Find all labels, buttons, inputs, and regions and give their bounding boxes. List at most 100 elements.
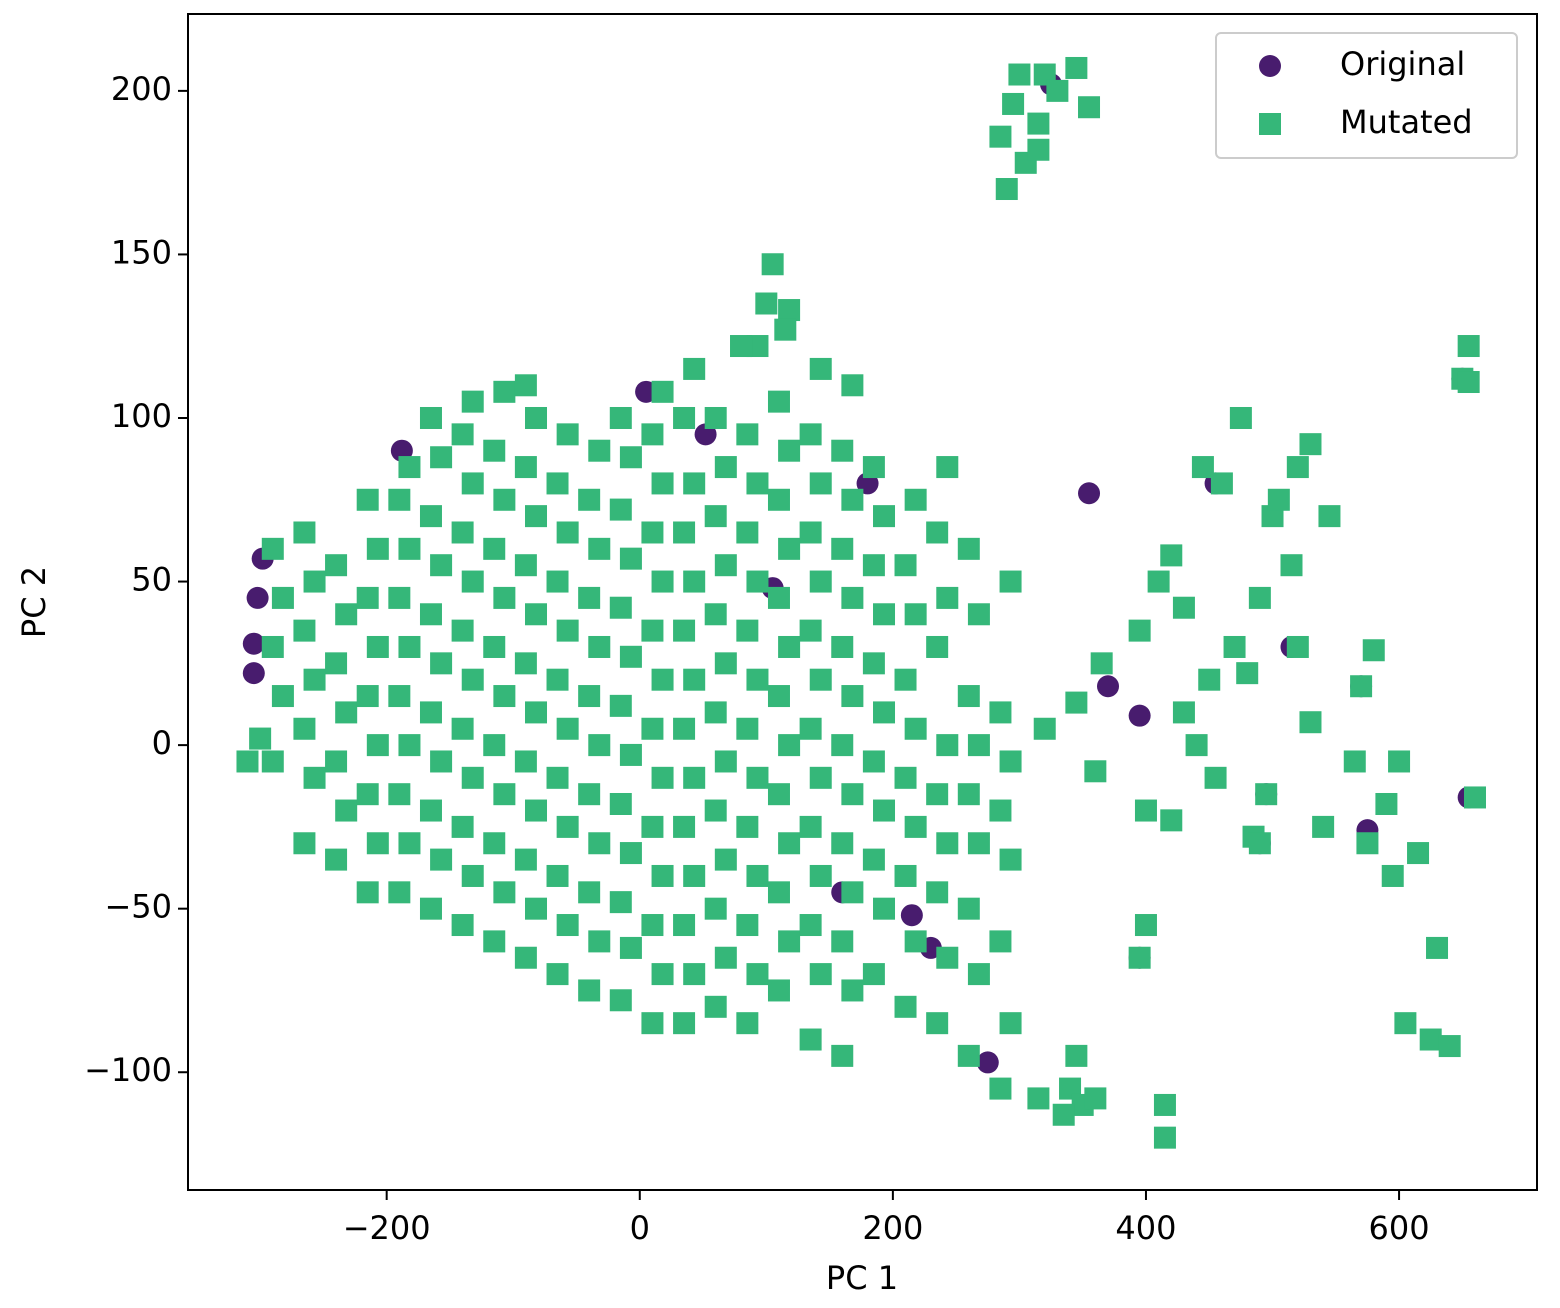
point — [619, 645, 642, 668]
point — [755, 292, 778, 315]
point — [831, 832, 854, 855]
point — [366, 832, 389, 855]
point — [398, 734, 421, 757]
point — [967, 963, 990, 986]
point — [493, 380, 516, 403]
point — [461, 472, 484, 495]
point — [831, 1044, 854, 1067]
point — [1236, 662, 1259, 685]
point — [841, 783, 864, 806]
point — [926, 783, 949, 806]
point — [546, 570, 569, 593]
point — [514, 848, 537, 871]
point — [335, 603, 358, 626]
point — [714, 554, 737, 577]
point — [841, 586, 864, 609]
point — [461, 864, 484, 887]
point — [588, 832, 611, 855]
point — [261, 750, 284, 773]
point — [957, 897, 980, 920]
point — [388, 783, 411, 806]
point — [651, 668, 674, 691]
point — [1134, 914, 1157, 937]
point — [388, 488, 411, 511]
y-tick-label: 50 — [131, 561, 172, 599]
legend-marker — [1259, 55, 1281, 77]
plot-frame — [187, 13, 1538, 1191]
point — [261, 537, 284, 560]
point — [1002, 92, 1025, 115]
point — [926, 521, 949, 544]
point — [525, 505, 548, 528]
point — [242, 662, 265, 685]
point — [514, 946, 537, 969]
point — [619, 936, 642, 959]
point — [325, 652, 348, 675]
x-tick-label: −200 — [343, 1209, 431, 1247]
point — [1128, 704, 1151, 727]
point — [588, 635, 611, 658]
point — [641, 521, 664, 544]
point — [556, 521, 579, 544]
point — [1160, 544, 1183, 567]
point — [999, 750, 1022, 773]
point — [325, 750, 348, 773]
point — [873, 897, 896, 920]
point — [483, 537, 506, 560]
point — [967, 734, 990, 757]
point — [989, 799, 1012, 822]
point — [514, 456, 537, 479]
point — [419, 799, 442, 822]
point — [746, 864, 769, 887]
point — [767, 488, 790, 511]
point — [430, 554, 453, 577]
point — [483, 635, 506, 658]
point — [419, 701, 442, 724]
point — [461, 570, 484, 593]
point — [1255, 783, 1278, 806]
point — [957, 537, 980, 560]
legend-label: Mutated — [1340, 103, 1473, 141]
point — [398, 832, 421, 855]
point — [809, 668, 832, 691]
point — [641, 423, 664, 446]
point — [1065, 56, 1088, 79]
point — [493, 586, 516, 609]
point — [778, 734, 801, 757]
y-axis-label: PC 2 — [15, 566, 53, 638]
point — [1223, 635, 1246, 658]
point — [1065, 1044, 1088, 1067]
point — [774, 318, 797, 341]
point — [873, 799, 896, 822]
point — [483, 734, 506, 757]
point — [936, 734, 959, 757]
point — [673, 914, 696, 937]
point — [1280, 554, 1303, 577]
point — [483, 930, 506, 953]
point — [904, 488, 927, 511]
point — [514, 374, 537, 397]
point — [271, 586, 294, 609]
point — [746, 963, 769, 986]
point — [525, 406, 548, 429]
point — [1128, 946, 1151, 969]
point — [799, 815, 822, 838]
point — [999, 1012, 1022, 1035]
point — [862, 750, 885, 773]
point — [683, 963, 706, 986]
point — [325, 554, 348, 577]
point — [356, 586, 379, 609]
point — [578, 488, 601, 511]
point — [989, 1077, 1012, 1100]
point — [546, 766, 569, 789]
point — [1065, 691, 1088, 714]
point — [1394, 1012, 1417, 1035]
legend-marker — [1259, 113, 1281, 135]
y-tick-label: 0 — [152, 724, 172, 762]
point — [767, 783, 790, 806]
point — [900, 904, 923, 927]
point — [1128, 619, 1151, 642]
point — [809, 570, 832, 593]
point — [451, 521, 474, 544]
point — [1299, 433, 1322, 456]
